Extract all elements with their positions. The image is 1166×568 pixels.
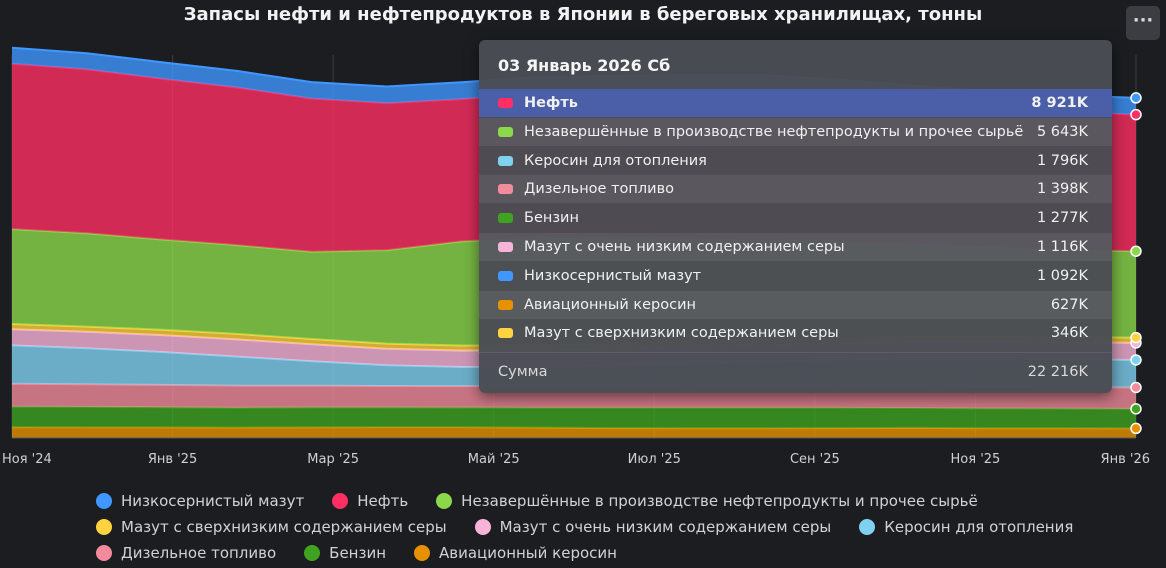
chart-title: Запасы нефти и нефтепродуктов в Японии в… (183, 4, 983, 25)
series-end-marker (1130, 354, 1142, 366)
series-swatch (498, 328, 513, 339)
legend-label: Нефть (357, 492, 409, 510)
series-swatch (498, 184, 513, 195)
x-tick-label: Сен '25 (790, 452, 840, 467)
legend-label: Незавершённые в производстве нефтепродук… (461, 492, 978, 510)
series-swatch (498, 299, 513, 310)
legend-item[interactable]: Мазут с очень низким содержанием серы (474, 518, 832, 536)
tooltip-date: 03 Январь 2026 Сб (498, 56, 671, 75)
legend-marker (304, 545, 321, 561)
tooltip-series-value: 1 277K (1036, 210, 1088, 227)
tooltip-row: Керосин для отопления 1 796K (479, 147, 1112, 175)
chart-menu-button[interactable]: ··· (1126, 6, 1160, 40)
legend-label: Дизельное топливо (121, 544, 277, 562)
legend-marker (474, 519, 491, 535)
tooltip-series-value: 1 116K (1036, 239, 1088, 255)
x-tick-label: Ноя '24 (2, 452, 52, 467)
series-swatch (498, 270, 513, 281)
tooltip-series-value: 346K (1050, 325, 1088, 342)
tooltip-series-name: Бензин (524, 210, 579, 227)
tooltip-row: Незавершённые в производстве нефтепродук… (479, 117, 1112, 146)
legend-item[interactable]: Авиационный керосин (414, 544, 617, 562)
x-tick-label: Июл '25 (628, 452, 681, 467)
tooltip-series-value: 1 092K (1036, 267, 1088, 284)
tooltip-series-value: 8 921K (1031, 95, 1088, 111)
legend-label: Мазут с очень низким содержанием серы (499, 518, 832, 536)
series-swatch (498, 155, 513, 166)
series-swatch (498, 98, 513, 108)
series-end-marker (1130, 331, 1142, 344)
tooltip-divider (479, 352, 1112, 353)
x-tick-label: Ноя '25 (951, 452, 1001, 467)
legend-marker (96, 545, 112, 561)
tooltip-row: Дизельное топливо 1 398K (479, 175, 1112, 204)
series-swatch (498, 126, 513, 137)
x-tick-label: Янв '26 (1101, 452, 1150, 467)
tooltip-series-name: Низкосернистый мазут (524, 267, 702, 284)
tooltip-series-value: 627K (1050, 296, 1088, 313)
legend-label: Низкосернистый мазут (121, 492, 305, 510)
legend-item[interactable]: Мазут с сверхнизким содержанием серы (96, 518, 447, 536)
tooltip-series-name: Мазут с сверхнизким содержанием серы (524, 325, 839, 342)
area-series[interactable] (12, 427, 1136, 438)
tooltip-series-name: Мазут с очень низким содержанием серы (524, 239, 845, 255)
series-swatch (498, 213, 513, 224)
tooltip-row: Мазут с очень низким содержанием серы 1 1… (479, 233, 1112, 261)
series-end-marker (1130, 403, 1142, 415)
legend-item[interactable]: Дизельное топливо (96, 544, 276, 562)
legend-marker (96, 519, 112, 535)
series-swatch (498, 242, 513, 252)
tooltip-sum-label: Сумма (498, 364, 548, 380)
tooltip-series-name: Незавершённые в производстве нефтепродук… (524, 123, 1024, 140)
x-tick-label: Янв '25 (148, 452, 197, 467)
legend-item[interactable]: Незавершённые в производстве нефтепродук… (436, 492, 978, 510)
tooltip-series-name: Нефть (524, 95, 578, 111)
legend-marker (332, 493, 349, 509)
tooltip-row: Бензин 1 277K (479, 204, 1112, 232)
legend-marker (96, 493, 112, 509)
tooltip-row: Нефть 8 921K (479, 89, 1112, 117)
legend-marker (414, 545, 431, 561)
legend-item[interactable]: Керосин для отопления (859, 518, 1073, 536)
series-end-marker (1130, 92, 1142, 104)
legend-item[interactable]: Низкосернистый мазут (96, 492, 304, 510)
legend-row: Низкосернистый мазут Нефть Незавершённые в… (96, 488, 1096, 514)
tooltip-series-name: Авиационный керосин (524, 296, 697, 313)
series-end-marker (1130, 381, 1142, 394)
legend-row: Дизельное топливо Бензин Авиационный керос… (96, 540, 1096, 566)
tooltip-series-name: Дизельное топливо (524, 181, 674, 198)
legend-label: Керосин для отопления (884, 518, 1074, 536)
tooltip-row: Мазут с сверхнизким содержанием серы 346K (479, 319, 1112, 347)
tooltip-series-name: Керосин для отопления (524, 152, 707, 169)
legend-item[interactable]: Нефть (332, 492, 408, 510)
legend-marker (436, 493, 453, 509)
legend-row: Мазут с сверхнизким содержанием серы Мазу… (96, 514, 1096, 540)
x-tick-label: Мар '25 (307, 452, 359, 467)
tooltip-row: Авиационный керосин 627K (479, 290, 1112, 319)
tooltip-series-value: 1 398K (1036, 181, 1088, 198)
area-series[interactable] (12, 406, 1136, 429)
legend-label: Мазут с сверхнизким содержанием серы (121, 518, 447, 536)
series-end-marker (1130, 422, 1142, 435)
ellipsis-icon: ··· (1132, 10, 1154, 31)
chart-tooltip: 03 Январь 2026 Сб Нефть 8 921K Незавершённ… (479, 40, 1112, 393)
legend-label: Бензин (329, 544, 387, 562)
series-end-marker (1130, 245, 1142, 257)
tooltip-series-value: 5 643K (1036, 123, 1088, 140)
legend-label: Авиационный керосин (439, 544, 617, 562)
tooltip-row: Низкосернистый мазут 1 092K (479, 262, 1112, 290)
chart-legend: Низкосернистый мазут Нефть Незавершённые в… (96, 488, 1096, 566)
tooltip-sum-value: 22 216K (1027, 364, 1088, 380)
legend-marker (859, 519, 876, 535)
x-tick-label: Май '25 (468, 452, 520, 467)
tooltip-series-value: 1 796K (1036, 152, 1088, 169)
series-end-marker (1130, 108, 1142, 121)
legend-item[interactable]: Бензин (304, 544, 386, 562)
